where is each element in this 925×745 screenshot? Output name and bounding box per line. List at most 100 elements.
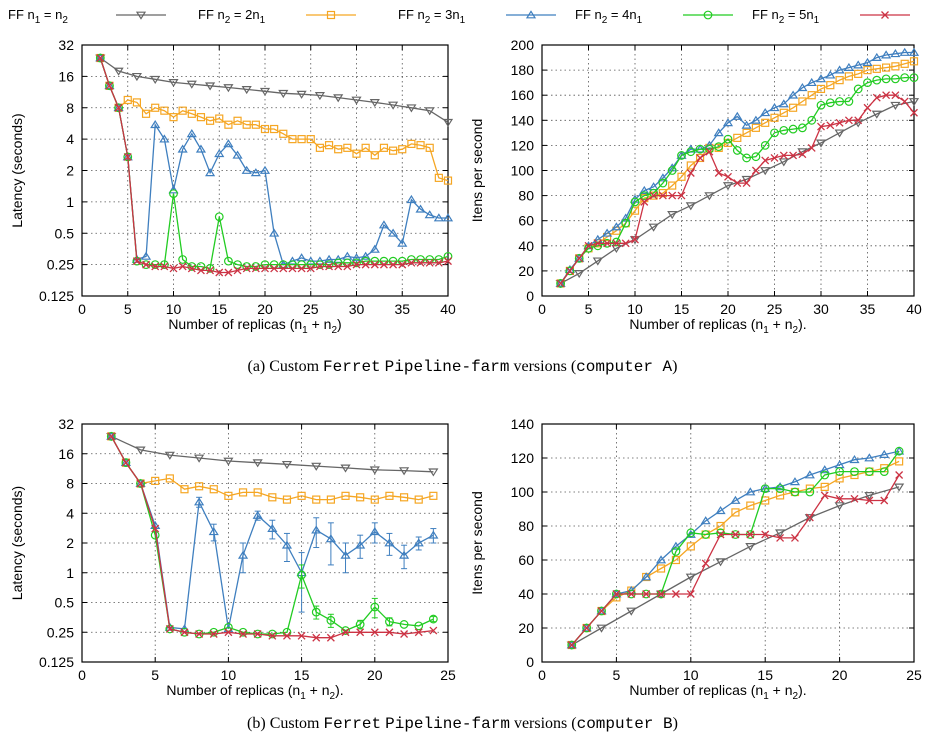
data-point [223, 457, 234, 466]
data-point [696, 153, 705, 163]
x-tick-label: 35 [394, 301, 410, 317]
y-tick-label: 8 [66, 476, 74, 492]
data-point [259, 87, 271, 97]
data-point [341, 491, 350, 500]
data-point [215, 268, 224, 277]
data-point [745, 543, 756, 552]
data-point [379, 143, 389, 152]
y-axis-label: Latency (seconds) [9, 486, 25, 600]
data-point [251, 120, 260, 129]
data-point [770, 128, 779, 138]
data-point [704, 140, 715, 149]
data-point [769, 103, 780, 112]
data-point [428, 614, 438, 624]
data-point [864, 453, 875, 462]
data-point [567, 640, 577, 650]
data-point [817, 122, 825, 131]
data-point [306, 264, 315, 273]
data-point [789, 477, 801, 486]
data-point [95, 53, 105, 63]
data-point [425, 258, 434, 267]
data-point [658, 188, 667, 198]
series-line-2 [571, 460, 900, 646]
data-point [165, 624, 174, 633]
data-point [352, 149, 361, 158]
y-tick-label: 2 [66, 163, 74, 179]
legend-label-4: FF n2 = 4n1 [575, 7, 643, 26]
data-point [424, 210, 435, 219]
x-tick-label: 0 [538, 301, 546, 317]
data-point [835, 494, 844, 503]
series-2 [96, 53, 453, 185]
data-point [278, 89, 289, 99]
data-point [334, 145, 343, 154]
data-point [779, 125, 789, 135]
data-point [555, 278, 566, 287]
data-point [733, 133, 742, 142]
data-point [627, 590, 636, 598]
x-tick-label: 0 [78, 667, 86, 683]
data-point [716, 528, 725, 538]
data-point [370, 628, 379, 637]
data-point [297, 570, 307, 580]
data-point [612, 590, 621, 598]
series-2 [107, 432, 438, 504]
data-point [671, 590, 680, 598]
data-point [370, 151, 379, 160]
data-point [214, 148, 225, 158]
data-point [282, 495, 292, 504]
data-point [731, 508, 740, 517]
data-point [223, 256, 233, 266]
x-tick-label: 10 [166, 301, 182, 317]
data-point [208, 527, 219, 536]
data-point [685, 202, 696, 211]
data-point [761, 156, 770, 165]
data-point [714, 169, 723, 177]
data-point [890, 49, 901, 58]
data-point [352, 258, 361, 268]
series-2 [567, 457, 904, 650]
y-tick-label: 4 [66, 505, 74, 521]
data-point [242, 262, 252, 271]
data-point [187, 264, 196, 273]
data-point [865, 496, 874, 505]
data-point [891, 62, 900, 71]
data-point [820, 491, 829, 500]
data-point [677, 191, 686, 200]
data-point [398, 145, 407, 154]
data-point [567, 641, 576, 649]
data-point [168, 79, 179, 88]
data-point [151, 262, 160, 271]
y-tick-label: 32 [58, 37, 74, 53]
data-point [195, 482, 204, 491]
legend-label-1: FF n1 = n2 [8, 7, 68, 26]
series-line-3 [99, 57, 448, 266]
data-point [121, 458, 131, 468]
data-point [899, 47, 910, 56]
data-point [686, 147, 696, 157]
data-point [844, 97, 854, 106]
x-tick-label: 30 [813, 301, 829, 317]
data-point [252, 510, 263, 519]
data-point [370, 260, 379, 269]
data-point [648, 223, 659, 232]
data-point [159, 260, 169, 270]
data-point [882, 63, 891, 72]
data-point [360, 251, 371, 260]
data-point [815, 74, 827, 83]
data-point [741, 120, 752, 129]
data-point [592, 257, 603, 266]
data-point [424, 107, 435, 116]
data-point [209, 630, 218, 638]
y-tick-label: 0.125 [39, 288, 74, 304]
data-point [850, 467, 859, 476]
data-point [369, 466, 380, 475]
data-point [658, 191, 667, 200]
caption-b-s2: versions ( [509, 715, 577, 732]
x-tick-label: 15 [294, 667, 310, 683]
data-point [180, 628, 189, 637]
data-point [142, 260, 151, 269]
data-point [760, 167, 771, 176]
data-point [165, 474, 174, 483]
data-point [864, 491, 875, 501]
